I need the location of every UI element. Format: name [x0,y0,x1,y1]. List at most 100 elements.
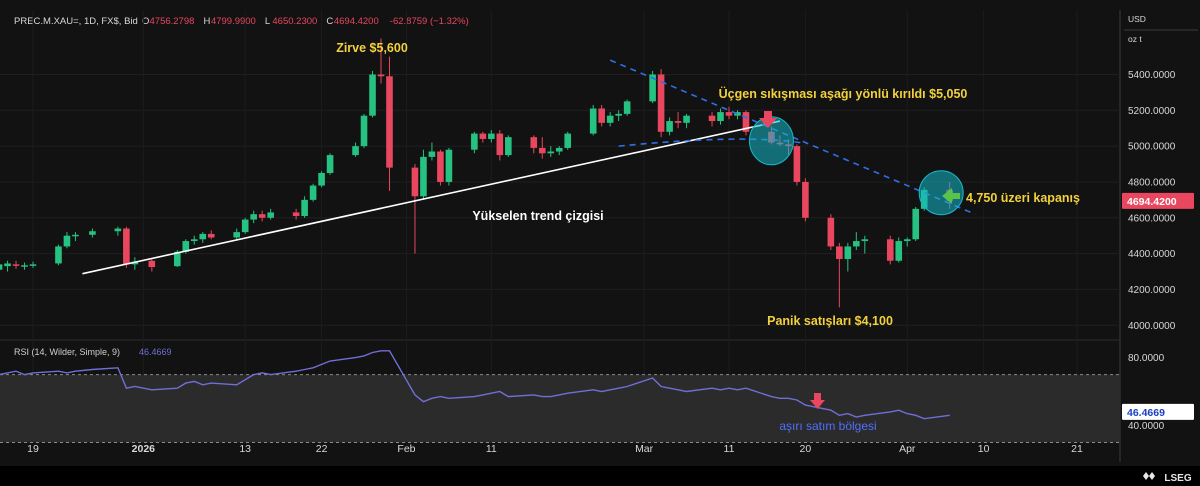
candle-body [0,264,3,270]
rsi-label: RSI (14, Wilder, Simple, 9) [14,347,120,357]
candle-body [309,185,317,200]
price-axis: 4000.0000 4200.0000 4400.0000 4600.0000 4800… [1122,70,1194,432]
time-tick-label: Apr [899,443,916,455]
price-tick-label: 4400.0000 [1128,249,1176,260]
candle-body [63,235,71,247]
rising-trend-line [82,120,781,275]
rsi-band [0,374,1120,443]
candle-body [589,108,597,134]
price-tick-label: 5200.0000 [1128,106,1176,117]
candle-body [241,219,249,233]
candle-body [598,108,605,123]
annotation-close-above: 4,750 üzeri kapanış [966,191,1080,205]
candle-body [903,239,911,242]
axis-currency: USD [1128,14,1146,24]
candle-body [861,239,869,242]
candle-body [123,228,130,265]
time-tick-label: 11 [486,443,497,455]
time-axis: 19 2026 13 22 Feb 11 Mar 11 20 Apr 10 21 [27,443,1083,455]
candle-body [352,146,359,156]
time-tick-label: Feb [397,443,415,455]
candle-body [72,234,79,237]
candle-body [742,112,750,132]
candle-body [55,246,62,264]
ohlc-readout: O 4756.2798 H 4799.9900 L 4650.2300 C 4694.4200… [142,16,469,27]
annotations: Zirve $5,600 Üçgen sıkışması aşağı yönlü … [336,41,1080,433]
ohlc-value-c: 4694.4200 [334,16,379,27]
candle-body [267,212,274,218]
gridlines [0,10,1120,437]
candle-body [411,167,419,197]
ohlc-value-h: 4799.9900 [211,16,256,27]
candle-body [89,231,96,235]
candle-body [538,147,546,154]
time-tick-label: 21 [1071,443,1083,455]
candle-body [547,151,555,154]
rsi-line [0,350,950,420]
candle-body [725,112,733,116]
candle-body [793,146,801,182]
candle-body [844,246,852,259]
chart-overlays [82,59,976,275]
candle-body [386,76,393,168]
candle-body [437,151,444,182]
triangle-support-line [618,138,806,147]
candle-body [802,181,809,218]
candle-body [318,173,325,186]
axis-unit: oz t [1128,34,1142,44]
candle-body [827,217,835,247]
ohlc-key-l: L [265,16,270,27]
candle-body [12,264,20,266]
time-tick-label: 19 [27,443,39,455]
candle-body [182,241,190,252]
candle-body [233,232,241,238]
last-price-label: 4694.4200 [1127,196,1177,208]
candle-body [326,155,334,173]
candle-body [4,263,11,267]
annotation-panic-selling: Panik satışları $4,100 [767,314,893,328]
price-tick-label: 4800.0000 [1128,177,1176,188]
candle-body [488,133,495,139]
price-tick-label: 4600.0000 [1128,213,1176,224]
price-tick-label: 4200.0000 [1128,285,1176,296]
candle-body [471,133,478,150]
candle-body [420,156,427,197]
ohlc-value-l: 4650.2300 [272,16,317,27]
time-tick-label: 10 [978,443,990,455]
candle-body [564,133,572,148]
price-tick-label: 5000.0000 [1128,142,1176,153]
candle-body [555,147,563,152]
candle-body [530,137,538,148]
candle-body [148,260,156,268]
candle-body [886,239,894,261]
candle-body [734,112,741,116]
annotation-triangle-breakdown: Üçgen sıkışması aşağı yönlü kırıldı $5,0… [719,86,968,101]
price-tick-label: 4000.0000 [1128,321,1176,332]
header-symbol: PREC.M.XAU=, 1D, FX$, Bid [14,16,138,27]
candle-body [21,265,28,267]
candle-body [895,241,903,261]
candle-body [207,233,215,238]
candle-body [173,251,181,267]
close-arrow-icon [942,188,960,204]
ohlc-key-o: O [142,16,149,27]
candle-body [853,241,860,247]
candle-body [717,112,724,122]
candle-body [623,101,631,114]
candle-body [505,137,512,156]
rsi-value-badge-label: 46.4669 [1127,407,1165,419]
candle-body [301,199,308,216]
footer-bar [0,466,1200,486]
brand-logo-icon [1143,472,1155,480]
rsi-tick-label: 80.0000 [1128,353,1165,364]
candle-body [666,121,673,132]
breakdown-arrow-icon [759,111,777,128]
candle-body [615,113,622,116]
candle-body [657,74,665,132]
rsi-pane: RSI (14, Wilder, Simple, 9) 46.4669 [0,347,1120,443]
candle-body [377,74,385,77]
candle-body [708,115,716,122]
candle-body [29,264,37,266]
